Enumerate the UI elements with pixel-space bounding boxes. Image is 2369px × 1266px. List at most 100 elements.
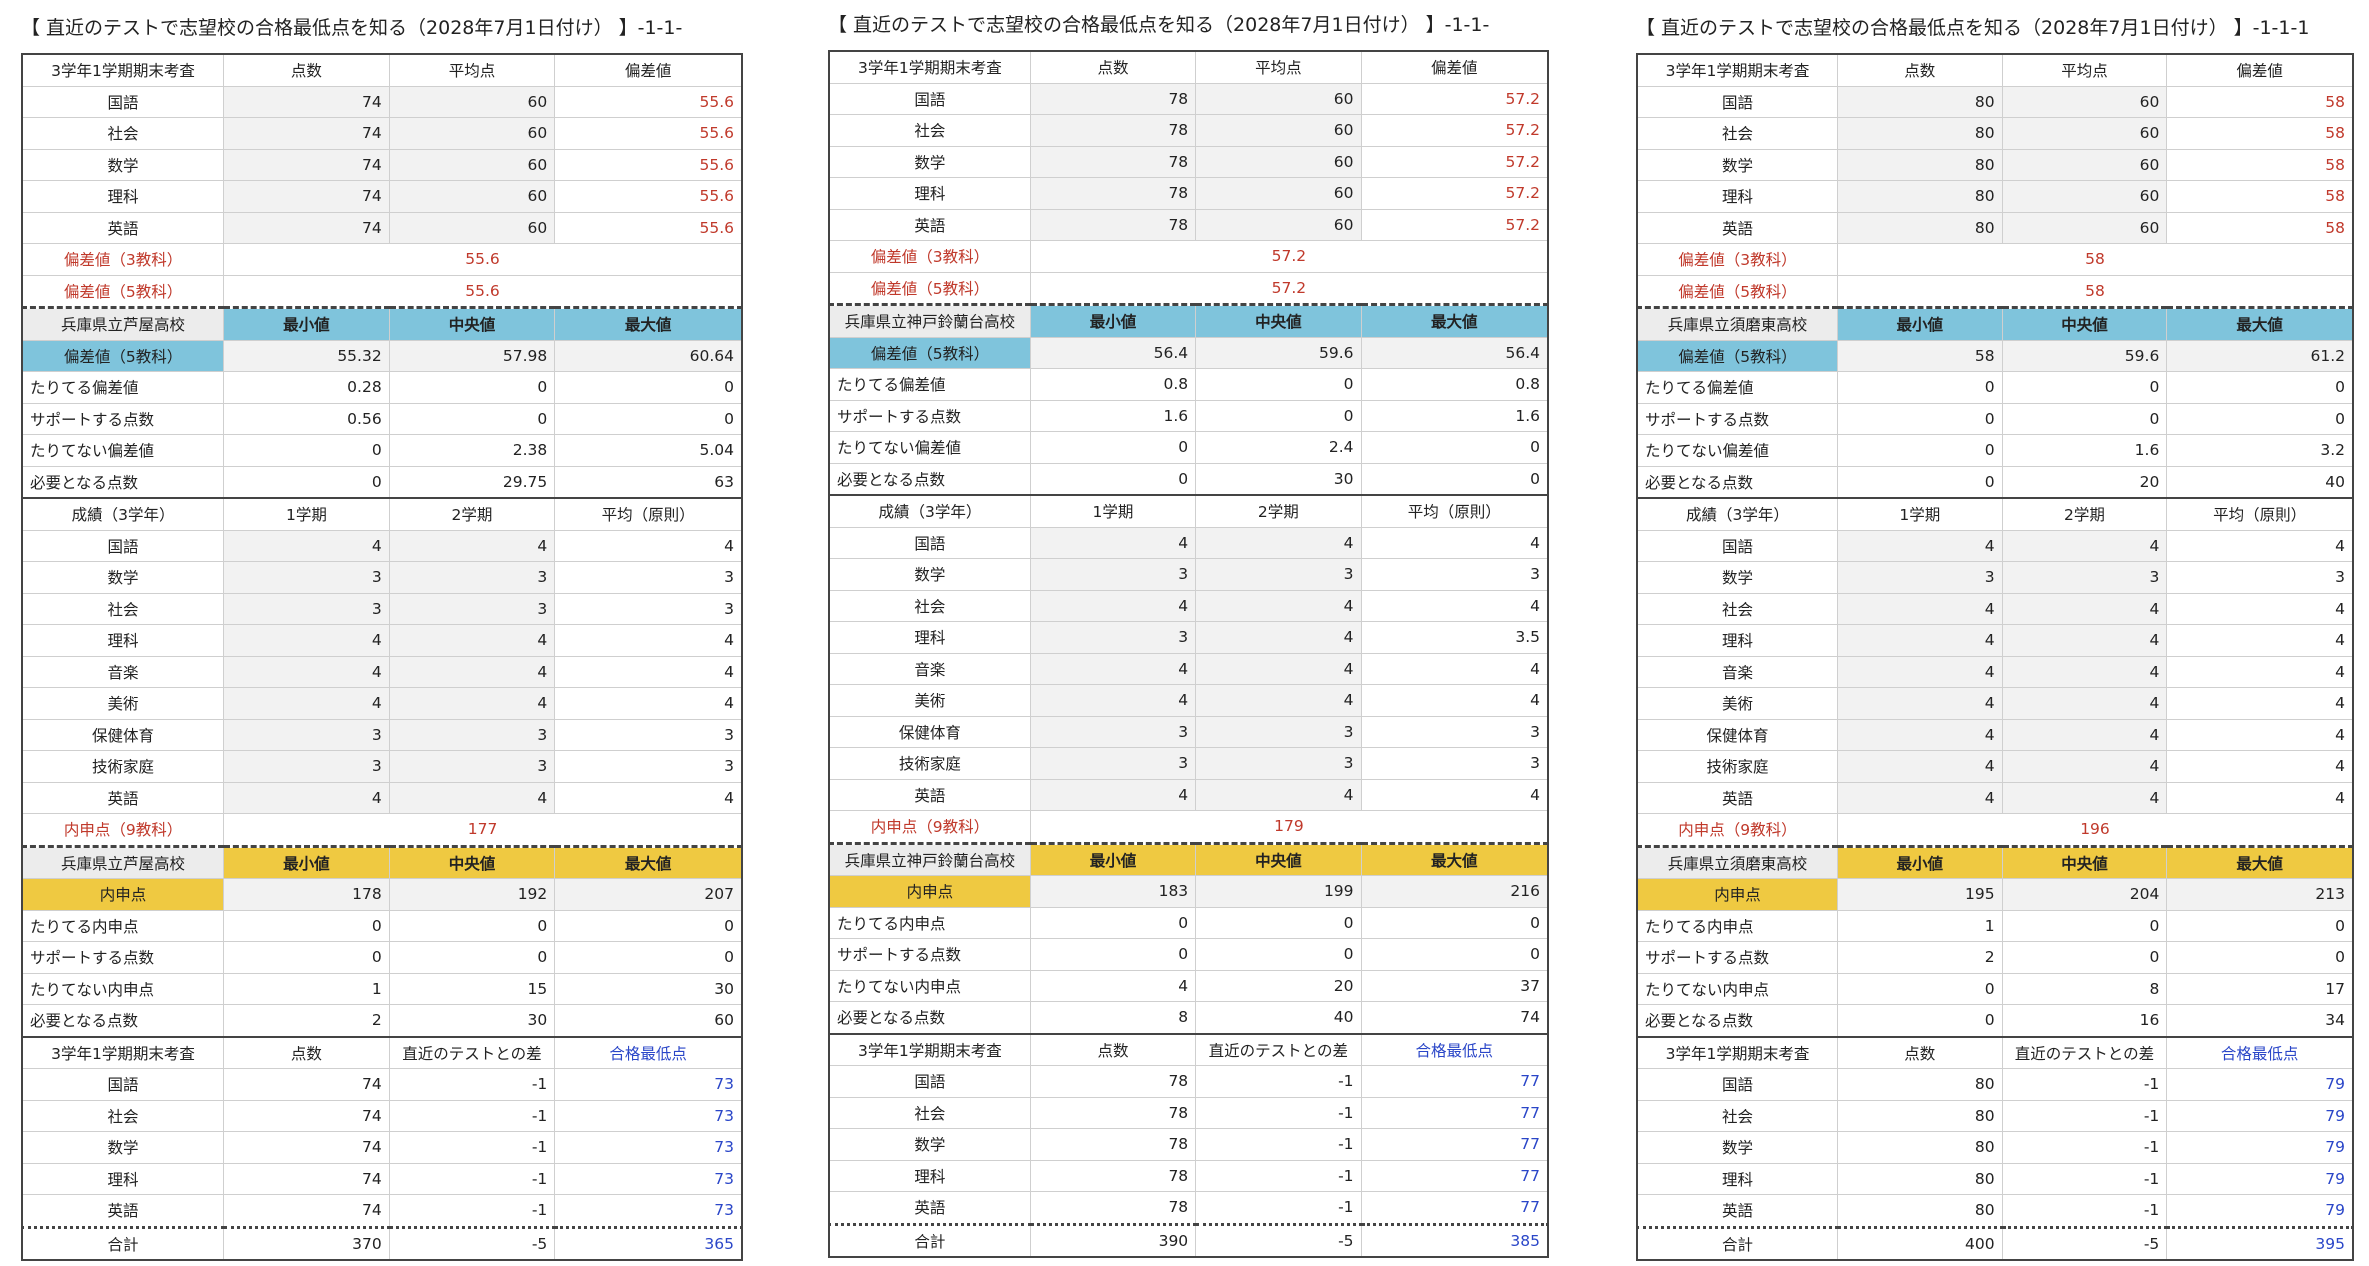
data-row: 数学 78 -1 77	[828, 1128, 1549, 1161]
row-label: 保健体育	[21, 718, 225, 751]
value-cell: 0	[388, 909, 556, 942]
value-cell: 80	[1836, 1194, 2003, 1228]
value-cell: 58	[2166, 85, 2354, 118]
data-row: サポートする点数 0 0 0	[21, 941, 743, 974]
row-label: 数学	[21, 561, 225, 594]
header-cell: 中央値	[2001, 306, 2168, 341]
value-cell: 4	[2166, 655, 2354, 688]
summary-value: 57.2	[1029, 271, 1549, 305]
total-label: 合計	[828, 1222, 1031, 1258]
value-cell: 17	[2166, 972, 2354, 1005]
summary-label: 内申点（9教科）	[1636, 813, 1838, 847]
value-cell: 0	[2166, 909, 2354, 942]
summary-value: 177	[223, 813, 743, 847]
data-row: 英語 4 4 4	[1636, 781, 2354, 814]
row-label: 英語	[21, 1194, 225, 1228]
panel-title: 【 直近のテストで志望校の合格最低点を知る（2028年7月1日付け） 】-1-1…	[1636, 17, 2310, 39]
row-label: 内申点	[21, 878, 225, 911]
value-cell: 40	[1195, 1001, 1362, 1034]
value-cell: -1	[2001, 1162, 2168, 1195]
value-cell: 4	[1836, 624, 2003, 657]
summary-label: 偏差値（3教科）	[1636, 243, 1838, 276]
value-cell: 3	[554, 561, 743, 594]
value-cell: 60	[2001, 85, 2168, 118]
data-row: 数学 3 3 3	[828, 558, 1549, 591]
header-cell: 偏差値	[1360, 50, 1549, 84]
value-cell: 74	[223, 211, 390, 244]
data-row: たりてる偏差値 0.8 0 0.8	[828, 368, 1549, 401]
row-label: 英語	[21, 781, 225, 814]
value-cell: 0	[554, 402, 743, 435]
value-cell: 57.2	[1360, 82, 1549, 115]
value-cell: 1	[223, 972, 390, 1005]
header-cell: 3学年1学期期末考査	[1636, 53, 1838, 87]
value-cell: 80	[1836, 85, 2003, 118]
data-row: たりてる内申点 0 0 0	[21, 909, 743, 942]
row-label: 数学	[21, 1131, 225, 1164]
value-cell: 1.6	[1360, 399, 1549, 432]
value-cell: 74	[223, 117, 390, 150]
data-row: たりてる内申点 1 0 0	[1636, 909, 2354, 942]
value-cell: 77	[1360, 1128, 1549, 1161]
value-cell: 74	[223, 1131, 390, 1164]
summary-label: 内申点（9教科）	[828, 810, 1031, 844]
value-cell: 0	[223, 434, 390, 467]
value-cell: 78	[1029, 1191, 1197, 1225]
value-cell: 4	[1360, 652, 1549, 685]
row-label: 数学	[828, 1128, 1031, 1161]
row-label: 理科	[828, 1159, 1031, 1192]
value-cell: 0	[388, 941, 556, 974]
value-cell: 78	[1029, 1128, 1197, 1161]
data-row: 英語 78 60 57.2	[828, 208, 1549, 241]
row-label: 美術	[21, 687, 225, 720]
row-label: たりてる偏差値	[21, 371, 225, 404]
value-cell: 55.6	[554, 180, 743, 213]
total-row: 合計 390 -5 385	[828, 1222, 1549, 1258]
data-row: 音楽 4 4 4	[21, 655, 743, 688]
value-cell: 213	[2166, 878, 2354, 911]
row-label: 内申点	[1636, 878, 1838, 911]
row-label: サポートする点数	[828, 938, 1031, 971]
value-cell: 55.6	[554, 148, 743, 181]
value-cell: 58	[2166, 211, 2354, 244]
row-label: 理科	[21, 1162, 225, 1195]
row-label: たりてない偏差値	[828, 431, 1031, 464]
summary-value: 58	[1836, 243, 2354, 276]
value-cell: 3	[223, 750, 390, 783]
header-cell: 3学年1学期期末考査	[21, 53, 225, 87]
header-cell: 成績（3学年）	[1636, 497, 1838, 531]
data-row: 数学 74 60 55.6	[21, 148, 743, 181]
value-cell: 73	[554, 1162, 743, 1195]
summary-value: 179	[1029, 810, 1549, 844]
row-label: 英語	[1636, 1194, 1838, 1228]
row-label: 保健体育	[828, 715, 1031, 748]
data-row: 偏差値（5教科） 56.4 59.6 56.4	[828, 336, 1549, 369]
summary-row: 偏差値（5教科） 55.6	[21, 274, 743, 308]
value-cell: 60	[2001, 148, 2168, 181]
value-cell: 74	[223, 180, 390, 213]
value-cell: 0	[1360, 462, 1549, 496]
row-label: 必要となる点数	[21, 1004, 225, 1037]
data-row: 英語 74 -1 73	[21, 1194, 743, 1228]
header-cell: 兵庫県立芦屋高校	[21, 844, 225, 879]
value-cell: 0	[1029, 938, 1197, 971]
value-cell: 73	[554, 1194, 743, 1228]
value-cell: 58	[2166, 180, 2354, 213]
row-label: たりてる内申点	[828, 906, 1031, 939]
total-value: -5	[388, 1225, 556, 1261]
value-cell: 80	[1836, 1068, 2003, 1101]
value-cell: 3	[223, 592, 390, 625]
value-cell: 57.98	[388, 339, 556, 372]
data-row: 理科 80 -1 79	[1636, 1162, 2354, 1195]
data-row: 英語 80 60 58	[1636, 211, 2354, 244]
value-cell: 20	[2001, 465, 2168, 499]
value-cell: 0	[1195, 938, 1362, 971]
value-cell: 0	[2001, 941, 2168, 974]
summary-row: 偏差値（3教科） 58	[1636, 243, 2354, 276]
header-row: 兵庫県立神戸鈴蘭台高校 最小値 中央値 最大値	[828, 841, 1549, 876]
value-cell: 80	[1836, 148, 2003, 181]
value-cell: 74	[223, 148, 390, 181]
value-cell: 4	[2001, 624, 2168, 657]
value-cell: -1	[388, 1194, 556, 1228]
value-cell: 4	[1836, 592, 2003, 625]
